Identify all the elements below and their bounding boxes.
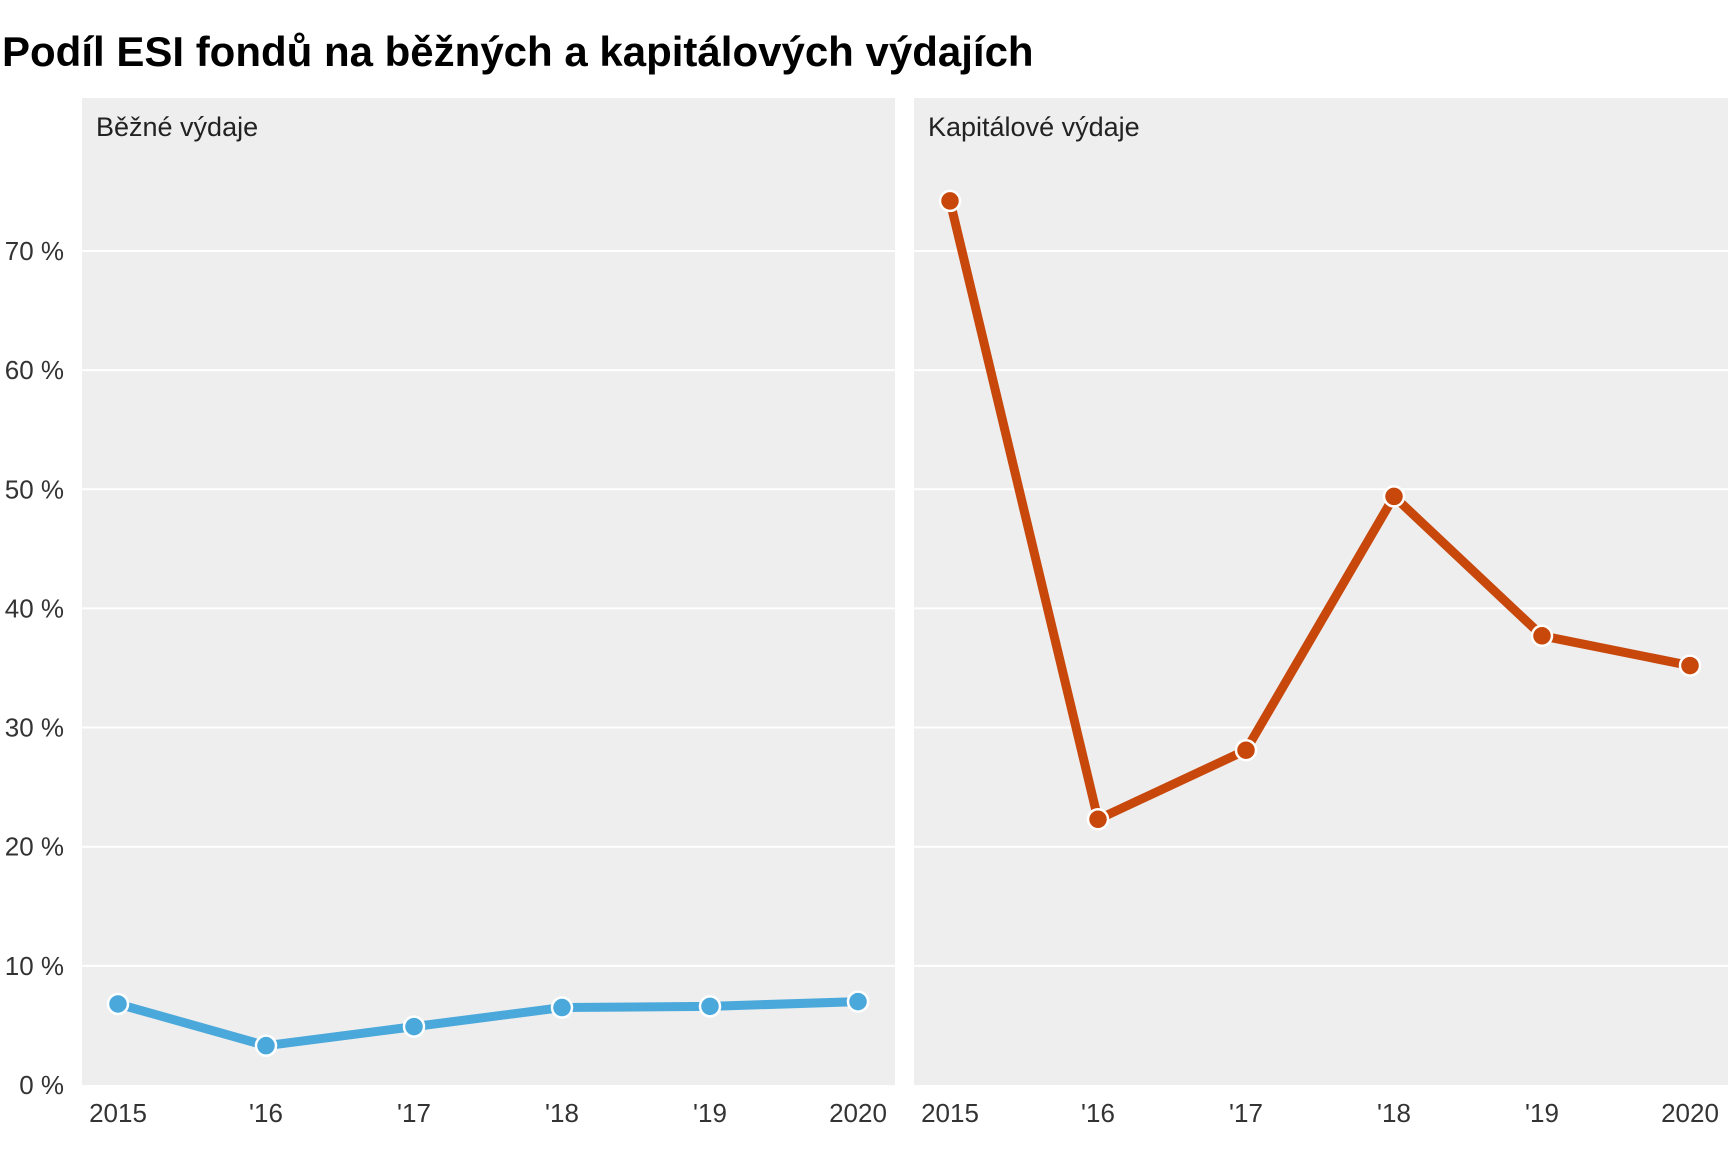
x-tick-label: '17	[1229, 1098, 1263, 1128]
x-tick-label: 2015	[89, 1098, 147, 1128]
x-tick-label: 2020	[1661, 1098, 1719, 1128]
data-point	[550, 996, 574, 1019]
data-point	[1678, 654, 1702, 677]
data-point	[846, 990, 870, 1013]
x-tick-label: '17	[397, 1098, 431, 1128]
data-point	[1234, 738, 1258, 762]
x-tick-label: '18	[1377, 1098, 1411, 1128]
x-tick-label: '19	[1525, 1098, 1559, 1128]
chart-title: Podíl ESI fondů na běžných a kapitálovýc…	[2, 28, 1034, 75]
x-tick-label: '16	[249, 1098, 283, 1128]
x-tick-label: '18	[545, 1098, 579, 1128]
y-tick-label: 30 %	[5, 713, 64, 743]
panel-title: Běžné výdaje	[96, 112, 258, 142]
x-tick-label: 2015	[921, 1098, 979, 1128]
data-point	[1530, 624, 1554, 648]
data-point	[402, 1015, 426, 1038]
y-tick-label: 70 %	[5, 236, 64, 266]
y-tick-label: 50 %	[5, 474, 64, 504]
data-point	[106, 992, 130, 1016]
panel-background	[914, 98, 1728, 1085]
y-tick-label: 0 %	[19, 1070, 64, 1100]
data-point	[698, 995, 722, 1018]
series-line	[113, 997, 863, 1051]
series-line	[945, 196, 1695, 824]
y-tick-label: 60 %	[5, 355, 64, 385]
y-tick-label: 40 %	[5, 593, 64, 623]
x-tick-label: '19	[693, 1098, 727, 1128]
y-tick-label: 10 %	[5, 951, 64, 981]
x-tick-label: 2020	[829, 1098, 887, 1128]
data-point	[1382, 485, 1406, 508]
x-tick-label: '16	[1081, 1098, 1115, 1128]
panel-title: Kapitálové výdaje	[928, 112, 1140, 142]
data-point	[1086, 808, 1110, 831]
y-tick-label: 20 %	[5, 832, 64, 862]
data-point	[938, 189, 962, 213]
panel-background	[82, 98, 895, 1085]
data-point	[254, 1034, 278, 1057]
